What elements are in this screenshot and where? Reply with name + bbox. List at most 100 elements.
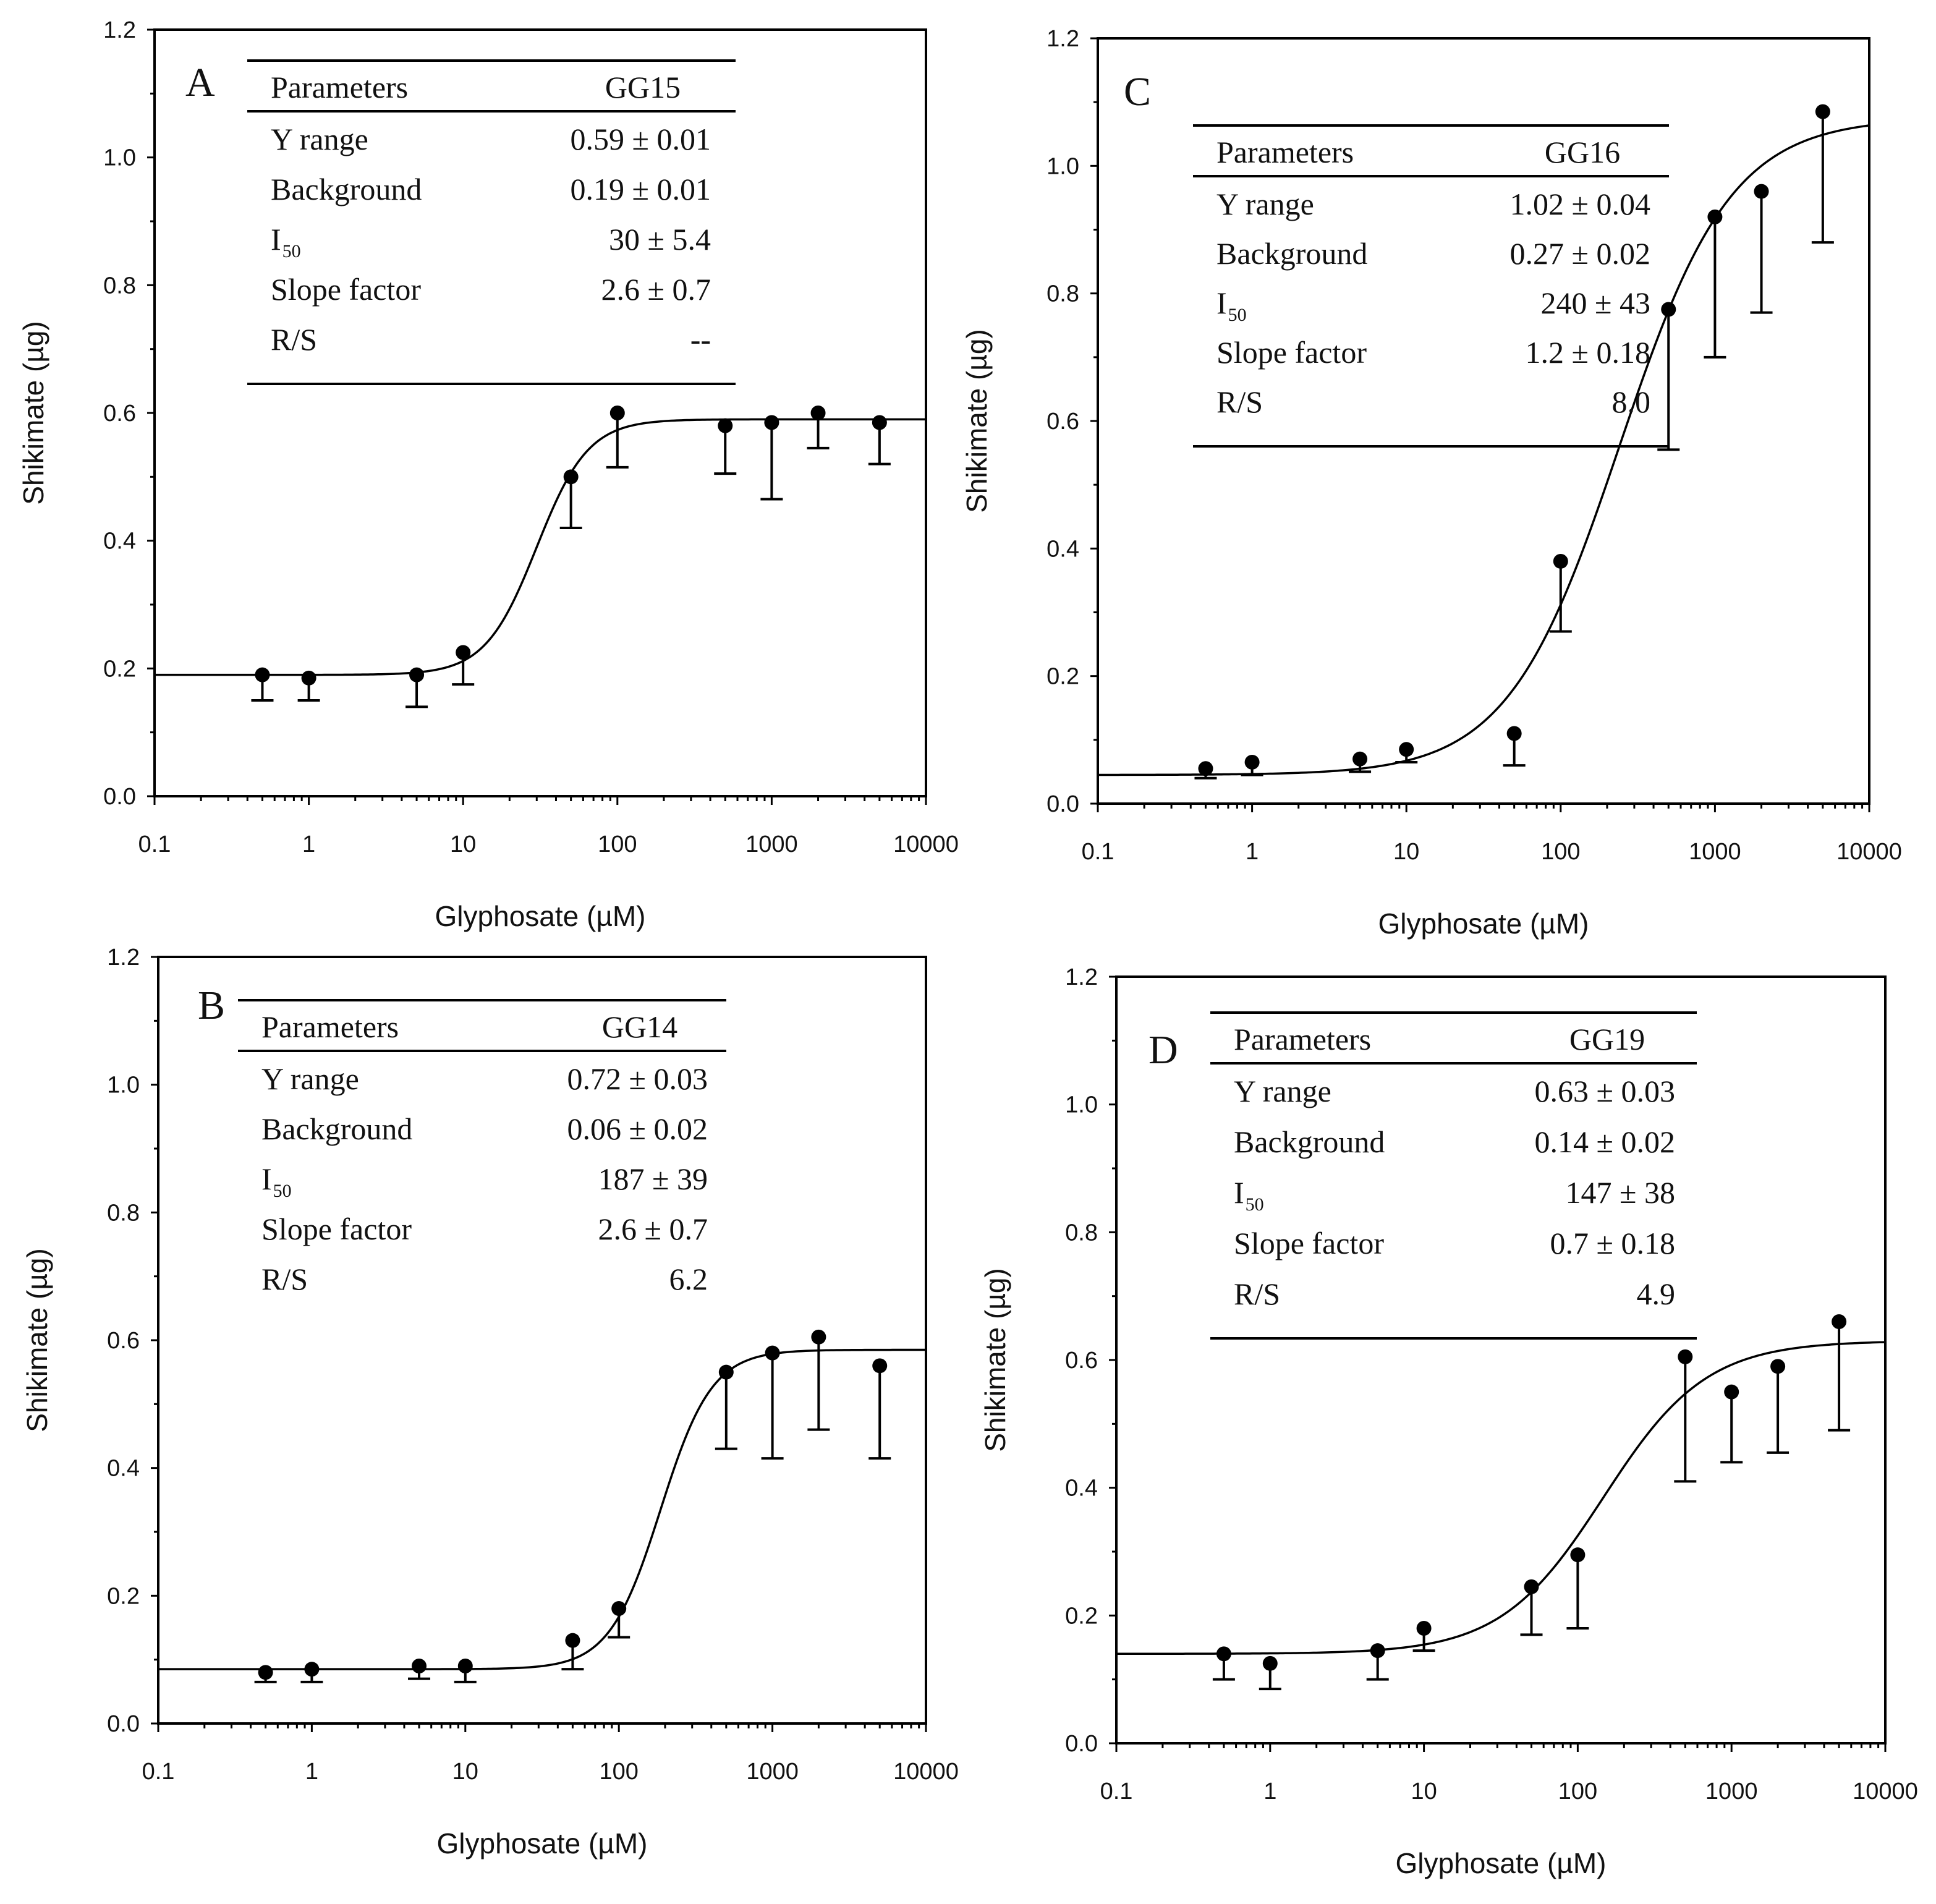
table-row-label: R/S (1234, 1277, 1280, 1311)
data-point (409, 667, 425, 682)
data-point-group (297, 670, 320, 702)
fit-curve (155, 418, 926, 676)
data-point (1553, 553, 1568, 569)
table-row-label: R/S (1216, 385, 1263, 419)
table-row-label: Background (1234, 1124, 1385, 1159)
table-row-value: 8.0 (1612, 385, 1651, 419)
table-row-label-subscript: 50 (1246, 1194, 1264, 1215)
table-row-value: 30 ± 5.4 (609, 222, 711, 257)
table-row-label: Y range (271, 122, 368, 156)
data-point (1815, 104, 1830, 119)
table-row-label: Y range (1216, 187, 1314, 221)
y-tick-label: 1.0 (107, 1073, 140, 1099)
data-point (412, 1659, 427, 1673)
fit-curve (158, 1348, 926, 1670)
table-row-label-subscript: 50 (273, 1181, 292, 1201)
data-point-group (608, 1601, 630, 1639)
data-point-group (251, 667, 274, 702)
table-header-population: GG16 (1545, 135, 1620, 169)
data-point (1661, 302, 1676, 317)
table-row-label: R/S (261, 1262, 308, 1296)
x-tick-label: 0.1 (1082, 839, 1114, 865)
table-row-value: 187 ± 39 (598, 1162, 708, 1196)
data-point-group (254, 1665, 277, 1683)
x-axis-title: Glyphosate (µM) (437, 1827, 648, 1859)
x-tick-label: 1000 (1705, 1779, 1758, 1804)
x-tick-label: 1000 (745, 831, 798, 857)
table-row-label: Slope factor (271, 272, 421, 307)
table-row-value: 0.59 ± 0.01 (571, 122, 711, 156)
data-point (718, 1364, 734, 1380)
x-axis-title: Glyphosate (µM) (1396, 1847, 1607, 1879)
data-point-group (1704, 209, 1726, 359)
x-tick-label: 10000 (1853, 1779, 1918, 1804)
x-tick-label: 100 (1558, 1779, 1597, 1804)
data-point (1216, 1646, 1231, 1662)
data-point-group (868, 1358, 891, 1460)
chart-panel-b: 0.0 0.2 0.4 0.6 0.8 1.0 1.2 0.1 1 10 100 1000 10000 G… (21, 945, 959, 1859)
data-point-group (1828, 1314, 1851, 1432)
data-point (764, 415, 779, 430)
x-tick-label: 10000 (893, 1759, 959, 1785)
data-point (872, 1358, 888, 1374)
data-point (456, 645, 471, 660)
data-point-group (408, 1659, 431, 1680)
y-tick-label: 0.0 (107, 1711, 140, 1737)
table-row-value: 147 ± 38 (1566, 1175, 1675, 1210)
data-point-group (1212, 1646, 1235, 1681)
table-header-parameters: Parameters (261, 1009, 399, 1044)
data-point (1678, 1349, 1693, 1364)
data-point-group (1657, 302, 1680, 451)
y-tick-label: 0.4 (1047, 536, 1079, 562)
table-header-parameters: Parameters (1234, 1022, 1371, 1056)
x-tick-label: 10 (1393, 839, 1419, 865)
chart-panel-c: 0.0 0.2 0.4 0.6 0.8 1.0 1.2 0.1 1 10 100 1000 10000 G… (961, 26, 1902, 940)
y-tick-label: 0.4 (107, 1456, 140, 1482)
data-point (1770, 1359, 1786, 1374)
data-point (765, 1345, 780, 1361)
data-point (810, 406, 826, 420)
table-row-label-subscript: 50 (1228, 305, 1247, 325)
y-tick-label: 0.6 (1065, 1348, 1098, 1374)
data-point (1244, 754, 1260, 770)
x-tick-label: 10000 (1836, 839, 1902, 865)
x-axis-title: Glyphosate (µM) (435, 900, 646, 932)
parameter-table: Parameters GG15 Y range 0.59 ± 0.01 Backgrou… (247, 59, 736, 385)
panel-label: D (1148, 1027, 1178, 1073)
data-point-group (454, 1659, 477, 1683)
data-point (563, 469, 579, 485)
data-point (609, 406, 625, 420)
table-header-population: GG14 (602, 1009, 677, 1044)
x-tick-label: 1000 (746, 1759, 799, 1785)
table-row-label: Background (1216, 236, 1367, 271)
table-row-label: I (1234, 1175, 1244, 1210)
x-tick-label: 1000 (1689, 839, 1741, 865)
data-point-group (559, 469, 582, 529)
data-point (718, 418, 733, 433)
y-tick-label: 0.2 (103, 656, 136, 682)
data-point-group (1549, 553, 1572, 633)
data-point-group (606, 406, 629, 469)
x-tick-label: 0.1 (142, 1759, 175, 1785)
data-point (1724, 1384, 1739, 1400)
data-point (565, 1633, 580, 1648)
panel-label: C (1124, 69, 1151, 114)
data-point-group (1674, 1349, 1697, 1483)
x-tick-label: 1 (1263, 1779, 1276, 1804)
table-row-value: 1.02 ± 0.04 (1510, 187, 1650, 221)
table-header-population: GG19 (1569, 1022, 1645, 1056)
data-point-group (405, 667, 428, 708)
x-tick-label: 1 (305, 1759, 318, 1785)
table-row-label-subscript: 50 (282, 241, 301, 261)
data-point-group (1520, 1579, 1543, 1636)
data-point-group (1412, 1621, 1435, 1652)
x-tick-label: 10000 (893, 831, 959, 857)
y-tick-label: 0.4 (1065, 1476, 1098, 1502)
data-point-group (1194, 761, 1217, 780)
y-axis-title: Shikimate (µg) (21, 1248, 53, 1432)
parameter-table: Parameters GG19 Y range 0.63 ± 0.03 Backgrou… (1210, 1011, 1697, 1340)
table-row-label: I (261, 1162, 272, 1196)
x-tick-label: 100 (598, 831, 637, 857)
y-tick-label: 1.0 (1047, 153, 1079, 179)
table-row-value: 4.9 (1637, 1277, 1676, 1311)
